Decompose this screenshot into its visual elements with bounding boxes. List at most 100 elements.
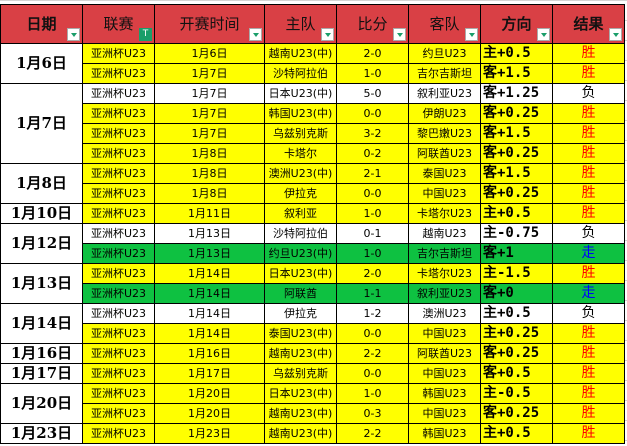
home-team-cell[interactable]: 阿联酋 [264, 283, 337, 304]
league-cell[interactable]: 亚洲杯U23 [82, 163, 155, 184]
result-cell[interactable]: 胜 [552, 363, 625, 384]
home-team-cell[interactable]: 越南U23(中) [264, 403, 337, 424]
result-cell[interactable]: 胜 [552, 43, 625, 64]
home-team-cell[interactable]: 沙特阿拉伯 [264, 223, 337, 244]
date-cell[interactable]: 1月14日 [0, 303, 83, 344]
date-cell[interactable]: 1月6日 [0, 43, 83, 84]
score-cell[interactable]: 0-0 [336, 103, 409, 124]
date-cell[interactable]: 1月17日 [0, 363, 83, 384]
result-cell[interactable]: 胜 [552, 123, 625, 144]
away-team-cell[interactable]: 澳洲U23 [408, 303, 481, 324]
home-team-cell[interactable]: 日本U23(中) [264, 83, 337, 104]
time-cell[interactable]: 1月14日 [154, 263, 265, 284]
score-cell[interactable]: 1-0 [336, 383, 409, 404]
result-cell[interactable]: 走 [552, 243, 625, 264]
league-cell[interactable]: 亚洲杯U23 [82, 63, 155, 84]
home-team-cell[interactable]: 越南U23(中) [264, 343, 337, 364]
time-cell[interactable]: 1月7日 [154, 83, 265, 104]
date-cell[interactable]: 1月20日 [0, 383, 83, 424]
time-cell[interactable]: 1月14日 [154, 303, 265, 324]
away-team-cell[interactable]: 阿联酋U23 [408, 343, 481, 364]
away-team-cell[interactable]: 卡塔尔U23 [408, 203, 481, 224]
away-team-cell[interactable]: 中国U23 [408, 323, 481, 344]
date-cell[interactable]: 1月16日 [0, 343, 83, 364]
away-team-cell[interactable]: 黎巴嫩U23 [408, 123, 481, 144]
direction-cell[interactable]: 客+0.25 [480, 103, 553, 124]
home-team-cell[interactable]: 伊拉克 [264, 303, 337, 324]
home-team-cell[interactable]: 伊拉克 [264, 183, 337, 204]
time-cell[interactable]: 1月23日 [154, 423, 265, 444]
result-cell[interactable]: 胜 [552, 103, 625, 124]
score-cell[interactable]: 0-3 [336, 403, 409, 424]
time-cell[interactable]: 1月17日 [154, 363, 265, 384]
league-cell[interactable]: 亚洲杯U23 [82, 183, 155, 204]
away-team-cell[interactable]: 伊朗U23 [408, 103, 481, 124]
date-cell[interactable]: 1月8日 [0, 163, 83, 204]
score-cell[interactable]: 1-0 [336, 63, 409, 84]
score-cell[interactable]: 2-0 [336, 263, 409, 284]
time-cell[interactable]: 1月20日 [154, 383, 265, 404]
filter-active-icon[interactable]: T [139, 28, 152, 41]
time-cell[interactable]: 1月8日 [154, 143, 265, 164]
home-team-cell[interactable]: 沙特阿拉伯 [264, 63, 337, 84]
time-cell[interactable]: 1月7日 [154, 103, 265, 124]
time-cell[interactable]: 1月16日 [154, 343, 265, 364]
away-team-cell[interactable]: 韩国U23 [408, 423, 481, 444]
result-cell[interactable]: 胜 [552, 343, 625, 364]
home-team-cell[interactable]: 韩国U23(中) [264, 103, 337, 124]
time-cell[interactable]: 1月7日 [154, 63, 265, 84]
away-team-cell[interactable]: 中国U23 [408, 363, 481, 384]
result-cell[interactable]: 胜 [552, 423, 625, 444]
home-team-cell[interactable]: 越南U23(中) [264, 43, 337, 64]
time-cell[interactable]: 1月7日 [154, 123, 265, 144]
date-cell[interactable]: 1月12日 [0, 223, 83, 264]
direction-cell[interactable]: 主-0.75 [480, 223, 553, 244]
score-cell[interactable]: 2-2 [336, 343, 409, 364]
filter-dropdown-icon[interactable] [609, 28, 622, 41]
date-cell[interactable]: 1月7日 [0, 83, 83, 164]
result-cell[interactable]: 胜 [552, 203, 625, 224]
league-cell[interactable]: 亚洲杯U23 [82, 123, 155, 144]
time-cell[interactable]: 1月8日 [154, 183, 265, 204]
time-cell[interactable]: 1月8日 [154, 163, 265, 184]
date-cell[interactable]: 1月13日 [0, 263, 83, 304]
filter-dropdown-icon[interactable] [249, 28, 262, 41]
filter-dropdown-icon[interactable] [321, 28, 334, 41]
direction-cell[interactable]: 主-0.5 [480, 383, 553, 404]
score-cell[interactable]: 0-0 [336, 363, 409, 384]
home-team-cell[interactable]: 越南U23(中) [264, 423, 337, 444]
away-team-cell[interactable]: 阿联酋U23 [408, 143, 481, 164]
direction-cell[interactable]: 客+1.5 [480, 163, 553, 184]
league-cell[interactable]: 亚洲杯U23 [82, 43, 155, 64]
result-cell[interactable]: 胜 [552, 63, 625, 84]
direction-cell[interactable]: 客+1.5 [480, 123, 553, 144]
away-team-cell[interactable]: 中国U23 [408, 183, 481, 204]
direction-cell[interactable]: 主+0.5 [480, 303, 553, 324]
direction-cell[interactable]: 主+0.25 [480, 323, 553, 344]
away-team-cell[interactable]: 吉尔吉斯坦 [408, 243, 481, 264]
home-team-cell[interactable]: 澳洲U23(中) [264, 163, 337, 184]
league-cell[interactable]: 亚洲杯U23 [82, 283, 155, 304]
league-cell[interactable]: 亚洲杯U23 [82, 343, 155, 364]
direction-cell[interactable]: 客+0.25 [480, 183, 553, 204]
filter-dropdown-icon[interactable] [537, 28, 550, 41]
result-cell[interactable]: 胜 [552, 383, 625, 404]
result-cell[interactable]: 走 [552, 283, 625, 304]
score-cell[interactable]: 0-0 [336, 183, 409, 204]
direction-cell[interactable]: 客+0 [480, 283, 553, 304]
home-team-cell[interactable]: 约旦U23(中) [264, 243, 337, 264]
home-team-cell[interactable]: 日本U23(中) [264, 383, 337, 404]
score-cell[interactable]: 1-0 [336, 203, 409, 224]
filter-dropdown-icon[interactable] [465, 28, 478, 41]
league-cell[interactable]: 亚洲杯U23 [82, 403, 155, 424]
score-cell[interactable]: 1-1 [336, 283, 409, 304]
league-cell[interactable]: 亚洲杯U23 [82, 223, 155, 244]
result-cell[interactable]: 胜 [552, 403, 625, 424]
result-cell[interactable]: 负 [552, 223, 625, 244]
result-cell[interactable]: 负 [552, 303, 625, 324]
league-cell[interactable]: 亚洲杯U23 [82, 263, 155, 284]
time-cell[interactable]: 1月20日 [154, 403, 265, 424]
score-cell[interactable]: 0-2 [336, 143, 409, 164]
league-cell[interactable]: 亚洲杯U23 [82, 103, 155, 124]
time-cell[interactable]: 1月13日 [154, 223, 265, 244]
